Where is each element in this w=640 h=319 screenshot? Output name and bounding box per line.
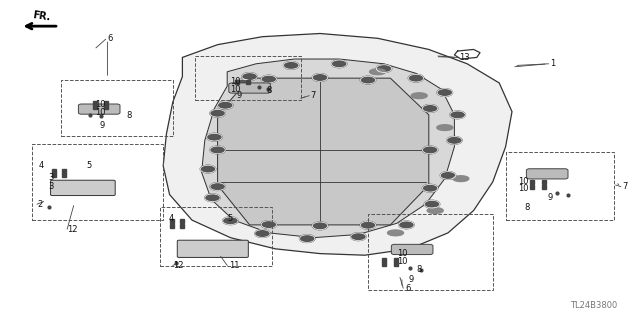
- Bar: [195, 56, 301, 100]
- Ellipse shape: [412, 93, 428, 99]
- Text: 10: 10: [95, 108, 105, 117]
- Circle shape: [284, 62, 299, 69]
- Circle shape: [300, 235, 315, 242]
- Text: 5: 5: [227, 214, 232, 223]
- Circle shape: [399, 221, 414, 229]
- Text: 1: 1: [550, 59, 556, 68]
- Circle shape: [210, 146, 225, 154]
- Circle shape: [447, 137, 462, 144]
- Text: 6: 6: [108, 34, 113, 43]
- Circle shape: [261, 75, 276, 83]
- Text: 9: 9: [408, 275, 413, 284]
- Text: 10: 10: [518, 177, 529, 186]
- Circle shape: [312, 74, 328, 81]
- Bar: [506, 152, 614, 220]
- Circle shape: [376, 65, 392, 72]
- FancyBboxPatch shape: [51, 182, 113, 195]
- Circle shape: [261, 221, 276, 228]
- Bar: [368, 214, 493, 290]
- Polygon shape: [202, 59, 454, 238]
- FancyBboxPatch shape: [229, 83, 270, 93]
- Ellipse shape: [436, 125, 453, 130]
- Circle shape: [205, 194, 220, 202]
- Text: 4: 4: [38, 161, 44, 170]
- FancyBboxPatch shape: [177, 240, 248, 257]
- Text: 8: 8: [266, 86, 271, 95]
- Circle shape: [207, 133, 222, 141]
- Circle shape: [210, 183, 225, 190]
- Circle shape: [437, 89, 452, 96]
- Text: 9: 9: [547, 193, 552, 202]
- Circle shape: [450, 111, 465, 119]
- Text: 9: 9: [99, 121, 104, 130]
- Ellipse shape: [453, 176, 468, 182]
- Text: 6: 6: [405, 284, 410, 293]
- Text: 7: 7: [310, 91, 316, 100]
- Text: 10: 10: [397, 257, 407, 266]
- Text: 13: 13: [460, 53, 470, 62]
- Bar: [160, 207, 272, 266]
- Bar: [32, 144, 163, 220]
- Text: 10: 10: [230, 85, 241, 94]
- Text: 10: 10: [230, 77, 241, 86]
- Bar: [61, 80, 173, 136]
- Ellipse shape: [428, 208, 444, 213]
- Circle shape: [200, 165, 216, 173]
- Circle shape: [218, 101, 233, 109]
- Text: 10: 10: [397, 249, 407, 258]
- Text: 8: 8: [525, 203, 530, 212]
- Text: 5: 5: [86, 161, 92, 170]
- FancyBboxPatch shape: [392, 244, 433, 255]
- Circle shape: [255, 230, 270, 237]
- Text: 12: 12: [67, 225, 77, 234]
- Text: FR.: FR.: [32, 10, 51, 22]
- Text: 10: 10: [95, 100, 105, 109]
- Circle shape: [440, 172, 456, 179]
- Ellipse shape: [388, 230, 404, 236]
- Text: 8: 8: [127, 111, 132, 120]
- Text: TL24B3800: TL24B3800: [570, 301, 618, 310]
- Polygon shape: [218, 78, 429, 225]
- Circle shape: [236, 79, 251, 87]
- Circle shape: [360, 76, 376, 84]
- FancyBboxPatch shape: [79, 104, 120, 114]
- Circle shape: [360, 221, 376, 229]
- Circle shape: [312, 222, 328, 230]
- Text: 3: 3: [48, 173, 53, 182]
- Polygon shape: [163, 33, 512, 255]
- Text: 10: 10: [518, 184, 529, 193]
- Circle shape: [422, 146, 438, 154]
- Circle shape: [223, 217, 238, 225]
- Text: 9: 9: [237, 91, 242, 100]
- Text: 7: 7: [622, 182, 627, 191]
- Circle shape: [210, 109, 225, 117]
- Circle shape: [242, 73, 257, 80]
- Text: 2: 2: [37, 200, 42, 209]
- Text: 12: 12: [173, 261, 183, 270]
- Circle shape: [351, 233, 366, 241]
- FancyBboxPatch shape: [179, 243, 247, 256]
- Circle shape: [408, 74, 424, 82]
- Circle shape: [424, 200, 440, 208]
- Text: 4: 4: [168, 214, 173, 223]
- Text: 8: 8: [416, 265, 421, 274]
- Text: 3: 3: [48, 182, 53, 191]
- Text: 11: 11: [229, 261, 239, 270]
- FancyBboxPatch shape: [51, 180, 115, 196]
- Circle shape: [422, 105, 438, 112]
- FancyBboxPatch shape: [526, 169, 568, 179]
- Ellipse shape: [370, 69, 385, 75]
- Circle shape: [332, 60, 347, 68]
- Circle shape: [422, 184, 438, 192]
